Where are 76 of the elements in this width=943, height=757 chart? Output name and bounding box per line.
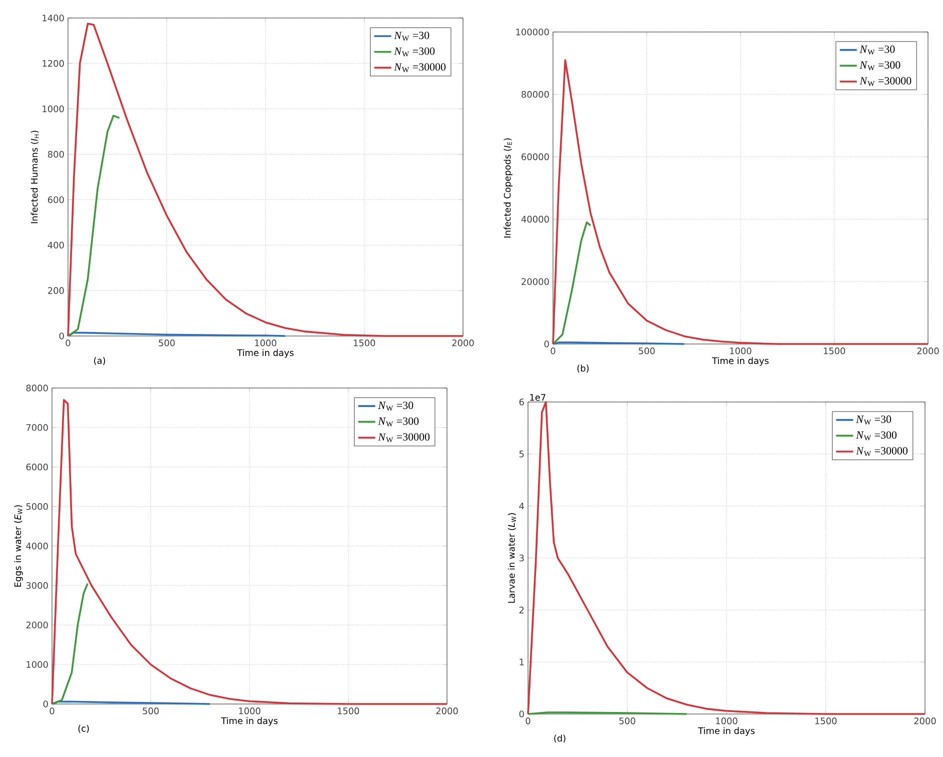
y-tick-label: 0 xyxy=(59,332,64,340)
legend-label: N$_{W}$ =300 xyxy=(378,417,419,426)
x-tick-label: 1500 xyxy=(338,708,360,714)
x-tick-label: 0 xyxy=(66,340,70,346)
text: 1e7 xyxy=(530,394,546,401)
y-tick-label: 400 xyxy=(48,242,64,249)
legend-label: N$_{W}$ =30000 xyxy=(860,77,912,86)
legend-label: N$_{W}$ =300 xyxy=(860,61,900,70)
y-tick-label: 1400 xyxy=(42,14,64,22)
y-tick-label: 4 xyxy=(519,502,524,510)
y-axis-title: Infected Copepods (I$_{E}$) xyxy=(504,138,512,238)
y-tick-label: 600 xyxy=(48,196,64,204)
legend-label: N$_{W}$ =300 xyxy=(394,47,435,57)
x-tick-label: 1000 xyxy=(255,340,276,346)
x-axis-title: Time in days xyxy=(236,349,294,358)
x-tick-label: 1500 xyxy=(354,340,376,346)
legend-label: N$_{W}$ =30000 xyxy=(856,447,908,456)
legend-label: N$_{W}$ =30000 xyxy=(378,433,430,442)
legend-label: N$_{W}$ =30 xyxy=(394,32,430,41)
x-tick-label: 2000 xyxy=(917,348,939,354)
x-tick-label: 500 xyxy=(619,718,636,724)
y-tick-label: 3000 xyxy=(26,582,48,589)
x-tick-label: 500 xyxy=(638,348,655,354)
y-tick-label: 40000 xyxy=(521,216,549,223)
y-axis-title: Larvae in water (L$_{W}$) xyxy=(508,513,516,603)
y-tick-label: 4000 xyxy=(26,542,48,550)
x-tick-label: 1000 xyxy=(239,708,260,714)
y-tick-label: 100000 xyxy=(516,28,549,36)
x-tick-label: 0 xyxy=(550,348,556,354)
x-tick-label: 2000 xyxy=(452,340,474,346)
y-tick-label: 80000 xyxy=(522,91,549,98)
y-tick-label: 5 xyxy=(519,450,524,458)
y-tick-label: 0 xyxy=(43,700,48,708)
x-tick-label: 1000 xyxy=(730,348,752,354)
y-tick-label: 20000 xyxy=(522,278,549,285)
y-tick-label: 800 xyxy=(48,150,64,158)
y-tick-label: 2 xyxy=(519,606,524,614)
text: (a) xyxy=(94,356,106,365)
y-tick-label: 6 xyxy=(519,398,524,406)
line-series xyxy=(51,582,88,705)
y-tick-label: 1000 xyxy=(42,105,64,112)
x-axis-title: Time in days xyxy=(698,727,755,736)
y-tick-label: 5000 xyxy=(26,503,48,510)
x-tick-label: 2000 xyxy=(914,718,936,724)
y-axis-title: Eggs in water (E$_{W}$) xyxy=(14,505,23,587)
x-tick-label: 2000 xyxy=(436,708,458,714)
legend-label: N$_{W}$ =30 xyxy=(378,402,414,411)
y-tick-label: 3 xyxy=(519,554,524,562)
x-axis-title: Time in days xyxy=(712,357,769,366)
y-tick-label: 1200 xyxy=(42,60,64,67)
x-tick-label: 1500 xyxy=(815,718,837,724)
x-tick-label: 1000 xyxy=(716,718,738,724)
text: (c) xyxy=(78,724,89,733)
y-tick-label: 200 xyxy=(48,287,64,294)
line-series xyxy=(527,401,926,715)
x-axis-title: Time in days xyxy=(220,717,278,726)
line-series xyxy=(552,221,592,345)
x-tick-label: 1500 xyxy=(824,348,846,354)
y-tick-label: 7000 xyxy=(26,424,48,431)
legend-label: N$_{W}$ =300 xyxy=(856,431,897,440)
line-series xyxy=(67,114,120,337)
y-tick-label: 1000 xyxy=(26,661,48,668)
x-tick-label: 500 xyxy=(158,340,175,346)
y-tick-label: 60000 xyxy=(522,153,549,160)
y-tick-label: 1 xyxy=(520,658,524,666)
line-series xyxy=(67,22,464,337)
legend-label: N$_{W}$ =30 xyxy=(860,46,895,55)
legend-label: N$_{W}$ =30000 xyxy=(394,63,446,72)
y-axis-title: Infected Humans (I$_{H}$) xyxy=(30,130,39,224)
x-tick-label: 500 xyxy=(142,708,159,714)
text: (b) xyxy=(577,364,589,373)
y-tick-label: 8000 xyxy=(26,384,48,392)
legend-label: N$_{W}$ =30 xyxy=(856,416,892,425)
y-tick-label: 2000 xyxy=(26,622,48,628)
text: (d) xyxy=(554,734,566,743)
y-tick-label: 6000 xyxy=(26,464,48,470)
